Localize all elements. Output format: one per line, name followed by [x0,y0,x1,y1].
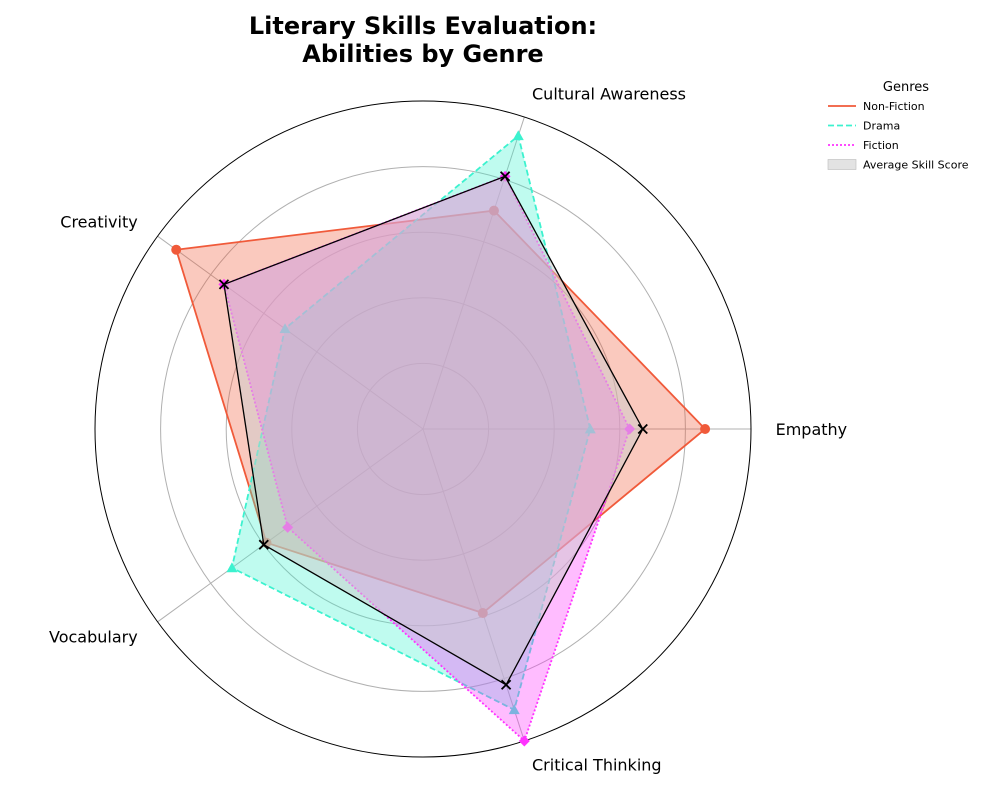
radar-series [171,130,711,747]
axis-label-critical-thinking: Critical Thinking [532,755,662,774]
legend-item-average-skill-score: Average Skill Score [827,159,969,172]
legend-label: Average Skill Score [863,159,969,172]
average-point [637,423,648,435]
chart-title-line-1: Literary Skills Evaluation: [249,12,597,40]
legend-label: Fiction [863,139,899,152]
legend-title: Genres [883,80,929,95]
legend: Genres Non-Fiction Drama Fiction Average Sk… [827,80,969,172]
axis-label-cultural-awareness: Cultural Awareness [532,85,686,104]
average-point [258,539,269,550]
average-point [500,679,512,690]
legend-label: Non-Fiction [863,100,925,113]
axis-label-empathy: Empathy [776,420,848,439]
axis-label-vocabulary: Vocabulary [49,627,138,646]
legend-item-non-fiction: Non-Fiction [828,100,925,113]
average-line [223,175,644,686]
series-average-skill-score [218,171,648,690]
average-point [218,279,230,290]
data-point [508,704,520,715]
data-point [700,424,711,434]
data-point [226,562,238,573]
legend-swatch [827,159,857,170]
average-point [499,171,511,182]
legend-item-drama: Drama [828,120,900,133]
axis-labels: Empathy Cultural Awareness Creativity Vocab… [49,85,847,775]
data-point [512,130,524,141]
chart-title-line-2: Abilities by Genre [302,40,543,68]
data-point [518,735,530,747]
data-point [171,244,182,255]
axis-label-creativity: Creativity [60,213,137,232]
average-area [224,176,643,685]
legend-label: Drama [863,120,900,133]
legend-item-fiction: Fiction [828,139,899,152]
outer-frame [94,100,752,758]
